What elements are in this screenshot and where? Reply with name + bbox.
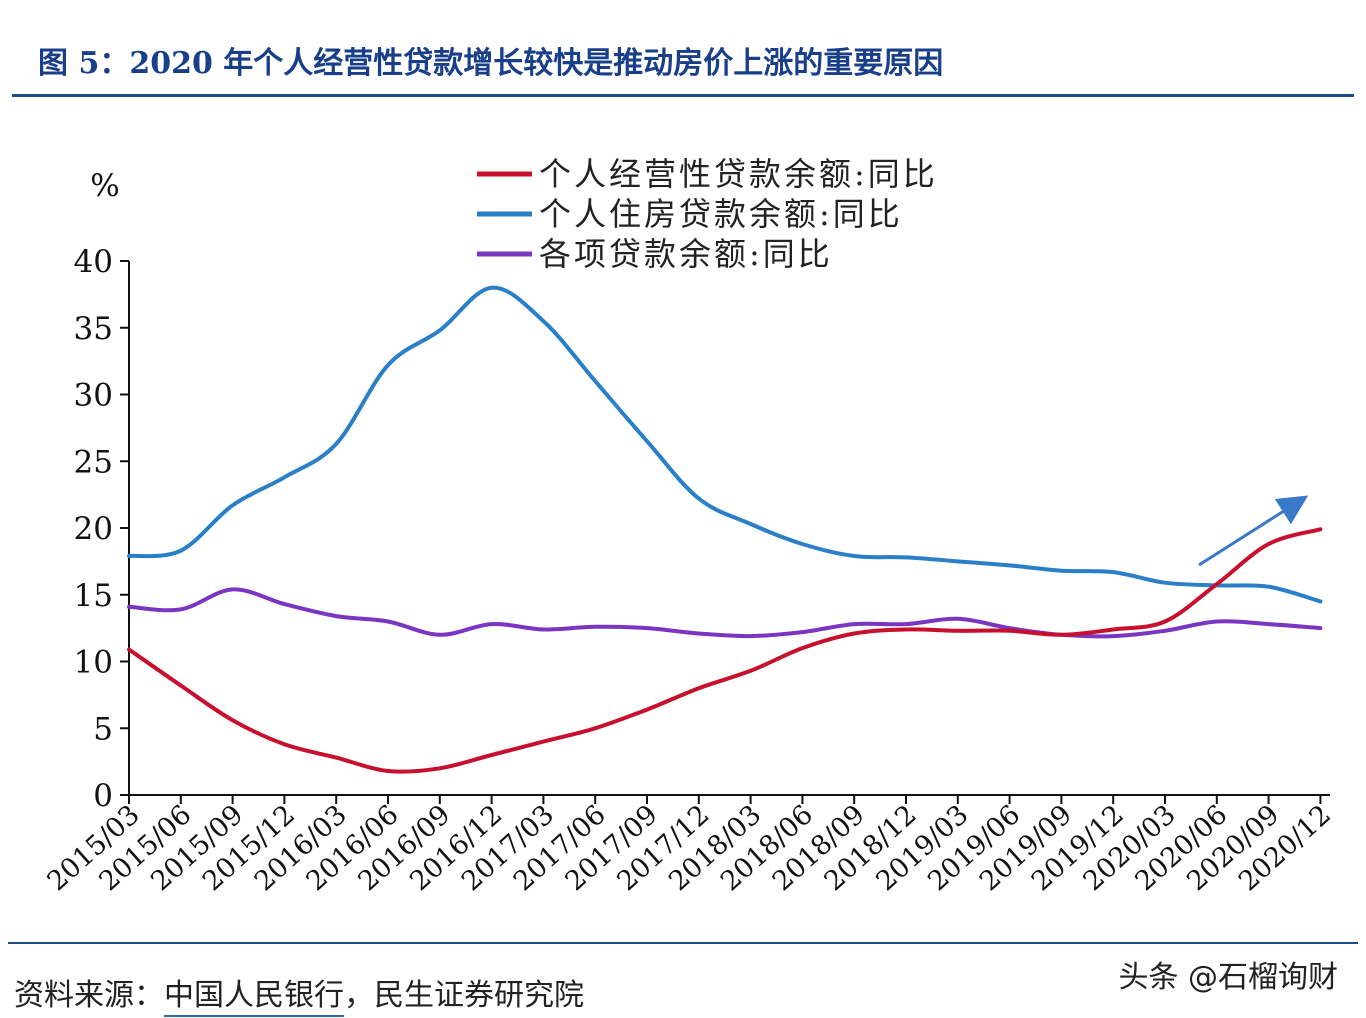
y-tick-label: 15 (74, 578, 113, 614)
legend-label-business: 个人经营性贷款余额:同比 (539, 155, 938, 193)
y-tick-label: 10 (74, 645, 113, 681)
y-tick-label: 20 (74, 511, 113, 547)
y-tick-label: 0 (93, 778, 113, 814)
series-layer (127, 285, 1323, 774)
y-axis-unit-label: % (90, 168, 119, 204)
y-tick-label: 5 (93, 711, 113, 747)
x-axis: 2015/032015/062015/092015/122016/032016/… (42, 794, 1337, 897)
top-rule (12, 94, 1354, 97)
series-line-business (127, 527, 1323, 774)
line-chart: 0 5 10 15 20 25 30 35 40% 2015/032015/062015/092… (42, 155, 1338, 897)
watermark: 头条 @石榴询财 (1118, 960, 1338, 995)
y-tick-label: 35 (74, 311, 113, 347)
legend-label-total: 各项贷款余额:同比 (539, 235, 833, 273)
source-rest: ，民生证券研究院 (344, 978, 584, 1013)
y-tick-label: 40 (74, 244, 113, 280)
legend-label-housing: 个人住房贷款余额:同比 (539, 195, 903, 233)
y-axis: 0 5 10 15 20 25 30 35 40% (74, 168, 130, 814)
trend-arrow (1198, 495, 1309, 567)
y-tick-label: 30 (74, 378, 113, 414)
source-note: 资料来源：中国人民银行，民生证券研究院 (14, 970, 584, 1017)
bottom-rule (8, 942, 1358, 944)
y-tick-label: 25 (74, 444, 113, 480)
figure-title: 图 5：2020 年个人经营性贷款增长较快是推动房价上涨的重要原因 (38, 46, 944, 81)
source-org: 中国人民银行 (164, 978, 344, 1017)
series-line-housing (127, 285, 1323, 604)
trend-arrow-annotation (1198, 495, 1309, 567)
series-line-total (127, 587, 1323, 639)
source-label: 资料来源： (14, 978, 164, 1013)
